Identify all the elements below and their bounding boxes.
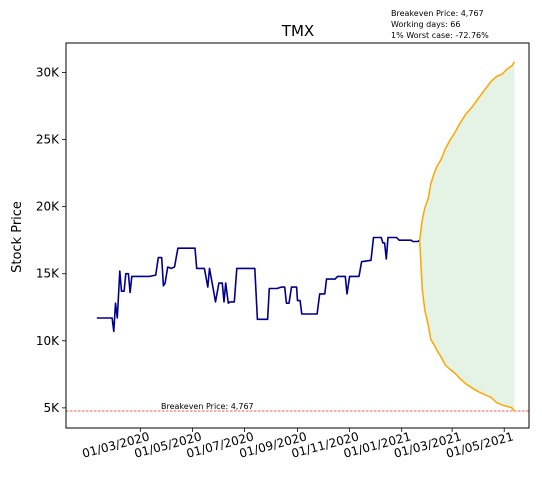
y-tick-label: 20K [36,200,60,214]
annotation-breakeven: Breakeven Price: 4,767 [391,9,484,18]
annotations: Breakeven Price: 4,767 Working days: 66 … [391,9,489,40]
x-axis: 01/03/202001/05/202001/07/202001/09/2020… [81,428,515,461]
y-tick-label: 25K [36,133,60,147]
chart-title: TMX [281,22,314,40]
y-tick-label: 10K [36,334,60,348]
y-tick-label: 30K [36,66,60,80]
historical-price-line [96,236,421,333]
annotation-working-days: Working days: 66 [391,20,460,29]
series-layer [96,61,516,412]
y-axis: 5K 10K 15K 20K 25K 30K [36,66,66,415]
forecast-range-area [419,61,515,412]
y-axis-label: Stock Price [10,201,25,273]
annotation-worst-case: 1% Worst case: -72.76% [391,31,489,40]
forecast-range-layer [419,61,515,412]
breakeven-label: Breakeven Price: 4,767 [161,402,254,411]
y-tick-label: 5K [43,401,60,415]
forecast-lower-line [418,240,516,412]
y-tick-label: 15K [36,267,60,281]
forecast-upper-line [418,61,516,241]
